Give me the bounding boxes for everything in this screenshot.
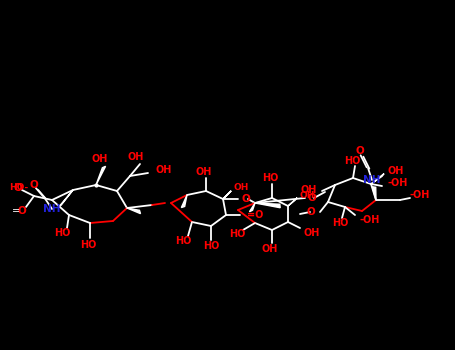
Text: HO: HO xyxy=(332,218,348,228)
Text: OH: OH xyxy=(92,154,108,164)
Polygon shape xyxy=(249,203,255,212)
Polygon shape xyxy=(371,174,384,184)
Text: -OH: -OH xyxy=(410,190,430,200)
Text: -OH: -OH xyxy=(360,215,380,225)
Text: OH: OH xyxy=(155,165,172,175)
Text: HO-: HO- xyxy=(9,183,28,192)
Text: OH: OH xyxy=(234,183,249,192)
Text: O: O xyxy=(308,193,317,203)
Text: O: O xyxy=(18,206,26,216)
Text: HO: HO xyxy=(54,228,70,238)
Polygon shape xyxy=(372,187,376,200)
Text: OH: OH xyxy=(300,191,315,201)
Text: O: O xyxy=(242,194,251,204)
Polygon shape xyxy=(127,208,141,213)
Text: HO: HO xyxy=(80,240,96,250)
Polygon shape xyxy=(59,190,73,207)
Text: OH: OH xyxy=(301,185,317,195)
Text: =O: =O xyxy=(247,210,263,220)
Text: OH: OH xyxy=(262,244,278,254)
Text: HO: HO xyxy=(344,156,360,166)
Polygon shape xyxy=(182,195,187,208)
Text: OH: OH xyxy=(196,167,212,177)
Text: O: O xyxy=(14,183,22,193)
Polygon shape xyxy=(288,198,297,206)
Text: -OH: -OH xyxy=(388,178,409,188)
Text: OH: OH xyxy=(304,228,320,238)
Text: =: = xyxy=(12,206,20,216)
Text: NH: NH xyxy=(43,204,61,214)
Text: O: O xyxy=(306,207,315,217)
Text: OH: OH xyxy=(128,152,144,162)
Text: NH: NH xyxy=(363,175,381,185)
Text: HO: HO xyxy=(203,241,219,251)
Text: HO: HO xyxy=(229,229,245,239)
Text: O: O xyxy=(30,180,38,190)
Text: HO: HO xyxy=(262,173,278,183)
Text: OH: OH xyxy=(388,166,404,176)
Text: HO: HO xyxy=(175,236,191,246)
Polygon shape xyxy=(96,166,106,185)
Polygon shape xyxy=(255,203,280,208)
Text: O: O xyxy=(356,146,364,156)
Polygon shape xyxy=(223,191,231,199)
